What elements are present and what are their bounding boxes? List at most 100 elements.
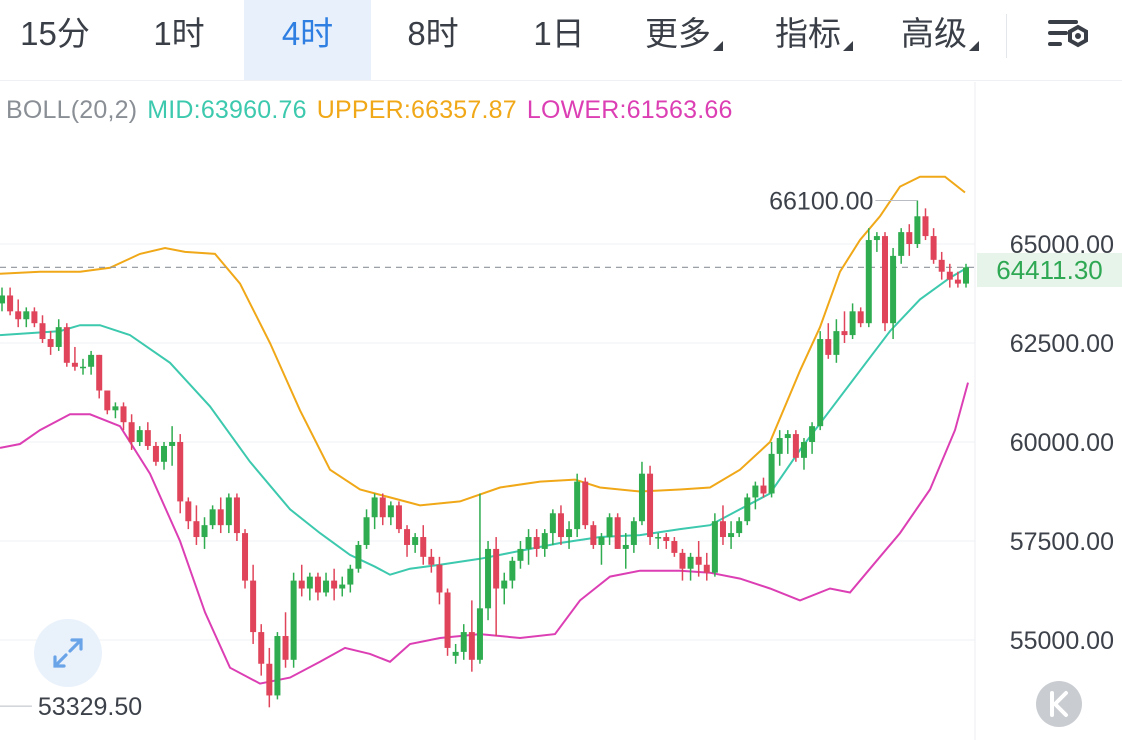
candle-body (865, 240, 872, 324)
candle (841, 311, 848, 343)
candle (501, 572, 508, 605)
tab-advanced[interactable]: 高级 (884, 0, 996, 80)
candle (331, 568, 338, 601)
tab-indicators[interactable]: 指标 (758, 0, 870, 80)
candle-body (363, 517, 370, 545)
candle (169, 426, 176, 466)
candlestick-chart[interactable]: 65000.0062500.0060000.0057500.0055000.00… (0, 82, 1122, 740)
candle-body (695, 556, 702, 565)
candle (728, 521, 735, 549)
candle (849, 303, 856, 340)
candle (809, 422, 816, 454)
candle (574, 473, 581, 538)
candle-body (509, 560, 516, 581)
candle (938, 251, 945, 280)
candle (298, 564, 305, 597)
candle (881, 232, 888, 332)
candle (736, 517, 743, 538)
candle (898, 228, 905, 264)
expand-button[interactable] (34, 619, 102, 687)
candle-body (412, 537, 419, 545)
candle (598, 533, 605, 565)
candle (865, 228, 872, 328)
candle (679, 548, 686, 581)
y-tick-label: 62500.00 (1010, 330, 1114, 358)
candle-body (922, 216, 929, 237)
candle-body (663, 537, 670, 541)
candle-body (606, 517, 613, 538)
candle-body (598, 537, 605, 545)
candle (347, 564, 354, 593)
boll-mid-value: MID:63960.76 (147, 96, 307, 124)
candle-body (541, 533, 548, 549)
candle (485, 541, 492, 621)
current-price-tag: 64411.30 (977, 253, 1122, 287)
candle-body (906, 232, 913, 244)
candle (323, 572, 330, 597)
candle (387, 501, 394, 526)
candle-body (185, 501, 192, 522)
candle-body (946, 271, 953, 280)
candle-body (436, 564, 443, 593)
candle (225, 493, 232, 534)
candle-body (355, 544, 362, 569)
candle (428, 548, 435, 573)
candle (622, 533, 629, 569)
candle (493, 537, 500, 637)
candle (258, 624, 265, 676)
candle-body (242, 533, 249, 581)
candle-body (525, 537, 532, 549)
candle (825, 323, 832, 359)
candle (0, 287, 5, 312)
candle-body (71, 362, 78, 367)
candle (274, 632, 281, 700)
candle-body (420, 537, 427, 557)
chart-labels: 65000.0062500.0060000.0057500.0055000.00… (0, 187, 1114, 721)
toolbar-divider (1006, 14, 1007, 58)
candle-body (736, 521, 743, 534)
candle-body (80, 366, 87, 369)
candle-body (128, 422, 135, 442)
candle (452, 643, 459, 664)
tab-15min[interactable]: 15分 (20, 15, 90, 52)
candle (379, 493, 386, 526)
candle (314, 572, 321, 601)
candle-body (954, 279, 961, 284)
candle (266, 647, 273, 708)
candle (209, 505, 216, 530)
candle (460, 624, 467, 660)
candle (817, 331, 824, 431)
candle (606, 513, 613, 545)
tab-8h[interactable]: 8时 (407, 15, 459, 52)
candle (404, 525, 411, 557)
candle-body (817, 339, 824, 427)
candle-body (752, 485, 759, 498)
candle-body (800, 442, 807, 458)
candle-body (177, 442, 184, 502)
candle (80, 358, 87, 375)
tab-4h[interactable]: 4时 (244, 0, 371, 80)
candle (695, 541, 702, 577)
chart-settings-icon[interactable] (1040, 10, 1096, 62)
candle-body (258, 632, 265, 664)
candle-body (614, 517, 621, 549)
candle (363, 509, 370, 549)
candles (0, 200, 969, 708)
candle (161, 442, 168, 470)
tab-more[interactable]: 更多 (628, 0, 740, 80)
candle (541, 529, 548, 557)
tab-1h[interactable]: 1时 (153, 15, 205, 52)
candle (39, 315, 46, 343)
candle-body (792, 434, 799, 458)
candle-body (784, 434, 791, 439)
candle (88, 350, 95, 375)
candle (201, 517, 208, 549)
candle-body (209, 509, 216, 526)
kline-button[interactable] (1036, 681, 1082, 727)
candle-body (444, 592, 451, 648)
tab-1d[interactable]: 1日 (533, 15, 585, 52)
candle-body (323, 580, 330, 593)
candle-body (711, 521, 718, 573)
candle (792, 430, 799, 462)
candle (185, 497, 192, 530)
